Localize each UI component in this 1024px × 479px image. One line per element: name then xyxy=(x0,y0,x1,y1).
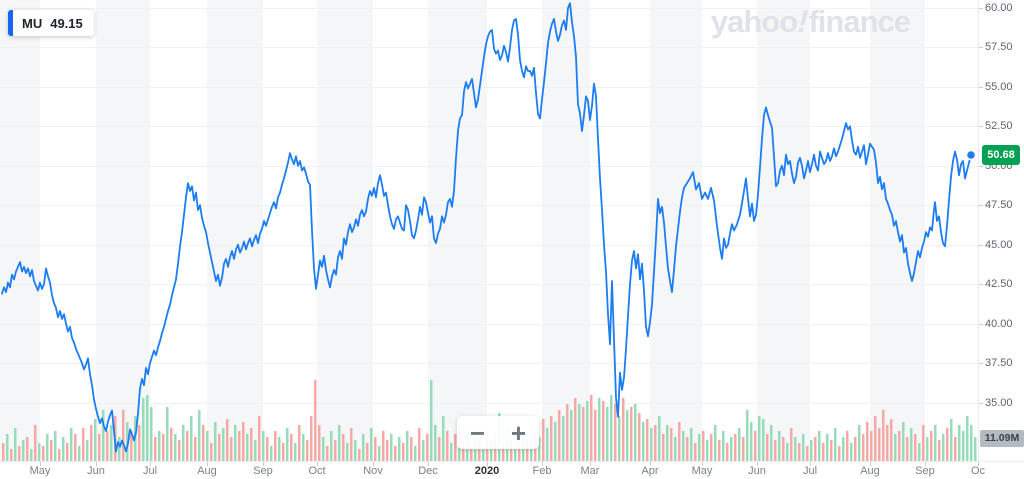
price-axis-tick xyxy=(979,363,983,364)
gridline xyxy=(0,403,978,404)
time-axis-month-label: May xyxy=(29,465,51,477)
time-axis-tick xyxy=(207,462,208,466)
time-axis-tick xyxy=(40,462,41,466)
time-axis-tick xyxy=(810,462,811,466)
price-axis-label: 40.00 xyxy=(985,318,1013,330)
price-axis-label: 60.00 xyxy=(985,2,1013,14)
month-stripe xyxy=(428,0,487,461)
volume-bars xyxy=(2,380,977,461)
price-axis-tick xyxy=(979,126,983,127)
price-axis-tick xyxy=(979,87,983,88)
gridline xyxy=(0,205,978,206)
time-axis-month-label: Feb xyxy=(532,465,552,477)
price-axis-label: 52.50 xyxy=(985,120,1013,132)
time-axis-tick xyxy=(925,462,926,466)
time-axis-year-label: 2020 xyxy=(474,465,500,477)
gridline xyxy=(0,363,978,364)
time-axis-month-label: Sep xyxy=(253,465,273,477)
time-axis-tick xyxy=(317,462,318,466)
month-stripe xyxy=(757,0,810,461)
price-axis-tick xyxy=(979,47,983,48)
price-volume-chart[interactable] xyxy=(0,0,978,461)
price-axis-label: 57.50 xyxy=(985,41,1013,53)
price-axis-label: 35.00 xyxy=(985,397,1013,409)
price-axis-tick xyxy=(979,284,983,285)
zoom-controls: − + xyxy=(457,416,539,449)
price-axis-label: 45.00 xyxy=(985,239,1013,251)
time-axis-tick xyxy=(590,462,591,466)
price-axis-label: 55.00 xyxy=(985,81,1013,93)
gridline xyxy=(0,166,978,167)
price-axis-tick xyxy=(979,245,983,246)
time-axis-tick xyxy=(650,462,651,466)
time-axis-month-label: May xyxy=(691,465,713,477)
time-axis-tick xyxy=(428,462,429,466)
time-axis-month-label: Oct xyxy=(308,465,326,477)
price-line xyxy=(1,2,972,453)
time-axis-tick xyxy=(150,462,151,466)
price-axis-tick xyxy=(979,324,983,325)
time-axis-tick xyxy=(487,462,488,466)
price-axis-label: 47.50 xyxy=(985,199,1013,211)
time-axis-tick xyxy=(870,462,871,466)
time-axis-tick xyxy=(96,462,97,466)
time-axis-tick xyxy=(757,462,758,466)
ticker-price: 49.15 xyxy=(50,15,83,31)
time-axis-month-label: Mar xyxy=(580,465,600,477)
time-axis-month-label: Aug xyxy=(197,465,217,477)
price-axis: 60.00 57.50 55.00 52.50 50.00 47.50 45.00 42.50… xyxy=(978,0,1024,461)
time-axis-month-label: Dec xyxy=(418,465,438,477)
time-axis-tick xyxy=(978,462,979,466)
time-axis-month-label: Apr xyxy=(641,465,659,477)
gridline xyxy=(0,87,978,88)
time-axis-month-label: Jun xyxy=(748,465,766,477)
watermark-finance: finance xyxy=(808,4,911,39)
time-axis-tick xyxy=(263,462,264,466)
time-axis-tick xyxy=(542,462,543,466)
time-axis-month-label: Aug xyxy=(860,465,880,477)
ticker-symbol: MU xyxy=(22,15,43,31)
time-axis-month-label: Jul xyxy=(802,465,818,477)
time-axis: May Jun Jul Aug Sep Oct Nov Dec 2020 Feb Mar Apr May… xyxy=(0,461,1024,479)
price-axis-tick xyxy=(979,205,983,206)
gridline xyxy=(0,47,978,48)
time-axis-tick xyxy=(702,462,703,466)
zoom-out-button[interactable]: − xyxy=(457,416,498,449)
current-price-badge: 50.68 xyxy=(982,145,1020,165)
month-stripe xyxy=(317,0,373,461)
gridline xyxy=(0,245,978,246)
price-axis-label: 37.50 xyxy=(985,357,1013,369)
time-axis-month-label: Jun xyxy=(87,465,105,477)
gridline xyxy=(0,126,978,127)
watermark-yahoo: yahoo xyxy=(710,4,798,39)
chart-plot-area[interactable]: yahoo!finance MU 49.15 − + xyxy=(0,0,978,461)
time-axis-month-label: Sep xyxy=(915,465,935,477)
price-axis-label: 42.50 xyxy=(985,278,1013,290)
gridline xyxy=(0,324,978,325)
time-axis-month-label: Jul xyxy=(142,465,158,477)
price-axis-tick xyxy=(979,8,983,9)
month-stripe xyxy=(650,0,702,461)
gridline xyxy=(0,284,978,285)
ticker-pill: MU 49.15 xyxy=(8,10,94,36)
time-axis-month-label: Oc xyxy=(970,465,986,477)
month-stripe xyxy=(0,0,40,461)
ticker-accent-bar xyxy=(8,10,13,36)
price-axis-tick xyxy=(979,403,983,404)
gridline xyxy=(0,8,978,9)
month-stripe xyxy=(542,0,590,461)
last-price-dot xyxy=(965,149,977,161)
time-axis-month-label: Nov xyxy=(363,465,383,477)
time-axis-tick xyxy=(373,462,374,466)
volume-badge: 11.09M xyxy=(980,430,1024,447)
yahoo-finance-watermark: yahoo!finance xyxy=(710,4,911,40)
price-axis-tick xyxy=(979,166,983,167)
zoom-in-button[interactable]: + xyxy=(498,416,539,449)
month-stripe xyxy=(207,0,263,461)
